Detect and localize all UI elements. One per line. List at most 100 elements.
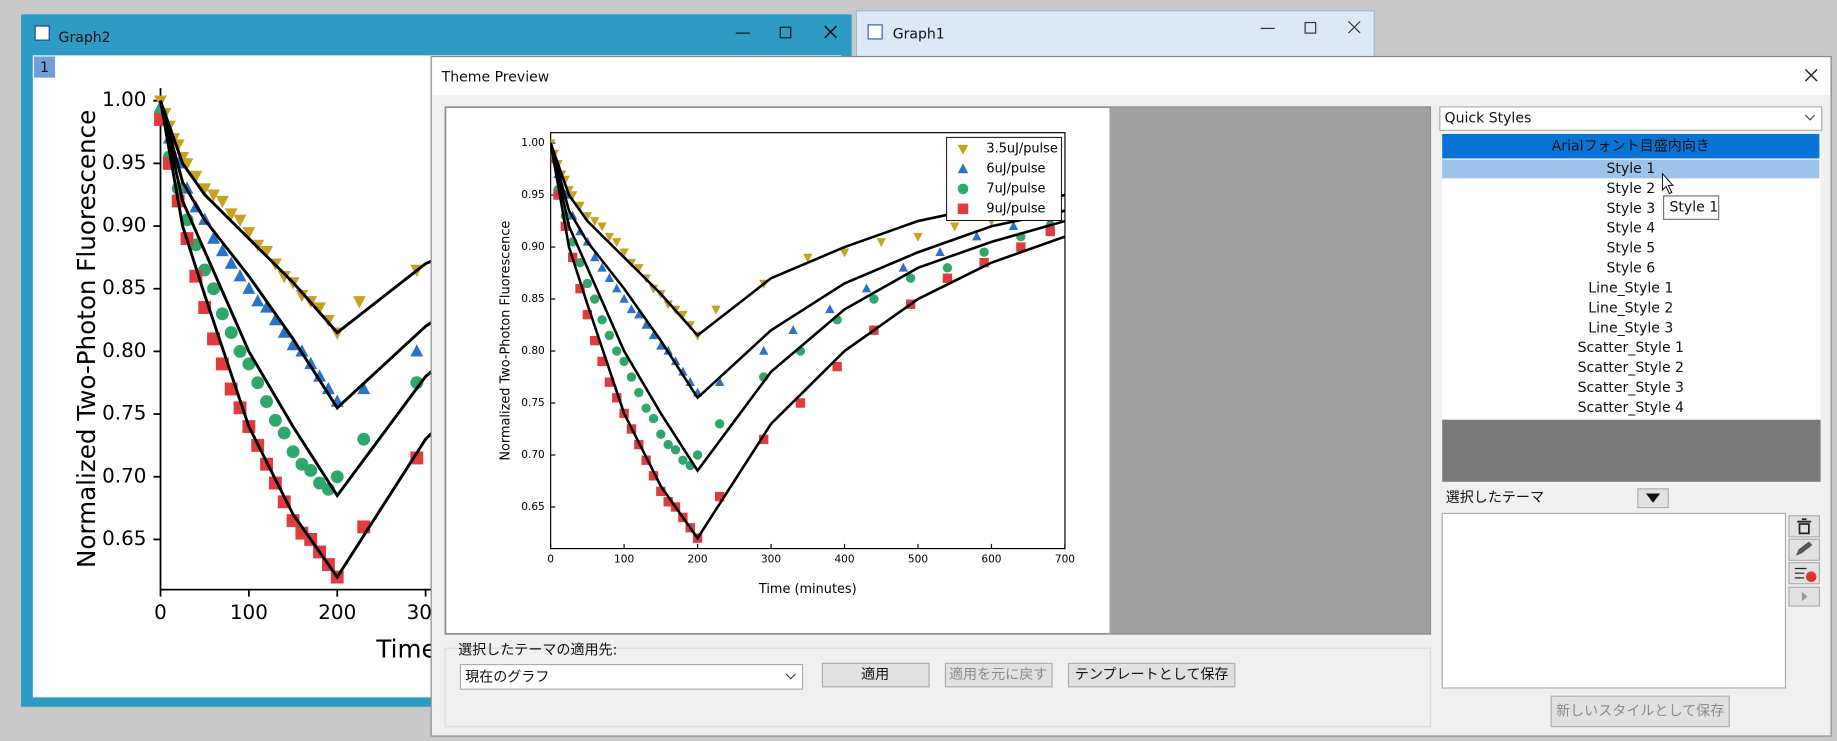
marker bbox=[277, 271, 291, 284]
remove-icon bbox=[1805, 571, 1817, 582]
style-item[interactable]: Line_Style 3 bbox=[1588, 320, 1673, 336]
y-axis-label: Normalized Two-Photon Fluorescence bbox=[72, 110, 101, 568]
style-item[interactable]: Scatter_Style 2 bbox=[1578, 360, 1684, 376]
style-item[interactable]: Style 2 bbox=[1606, 181, 1655, 197]
marker bbox=[979, 257, 989, 268]
marker bbox=[619, 293, 629, 303]
legend-label: 9uJ/pulse bbox=[986, 201, 1045, 216]
marker bbox=[663, 300, 673, 310]
marker bbox=[215, 307, 229, 321]
style-items: Style 1 Style 2 Style 3 Style 4 Style 5 Style… bbox=[1442, 159, 1820, 416]
delete-button[interactable] bbox=[1788, 515, 1821, 538]
maximize[interactable] bbox=[779, 26, 792, 39]
marker bbox=[207, 282, 220, 296]
revert-button[interactable] bbox=[944, 662, 1053, 688]
apply-target-dropdown[interactable] bbox=[459, 663, 804, 690]
y-tick-label: 0.75 bbox=[521, 397, 544, 409]
marker bbox=[260, 245, 273, 259]
close[interactable] bbox=[1348, 20, 1361, 34]
marker bbox=[663, 497, 673, 507]
marker bbox=[641, 403, 651, 413]
marker bbox=[634, 264, 644, 273]
marker bbox=[597, 222, 607, 232]
marker bbox=[759, 434, 769, 445]
style-list-empty bbox=[1442, 419, 1821, 482]
x-axis-label: Time (minutes) bbox=[758, 582, 857, 597]
close[interactable] bbox=[824, 25, 838, 39]
marker bbox=[224, 208, 238, 221]
marker bbox=[832, 361, 842, 372]
style-item[interactable]: Style 6 bbox=[1606, 261, 1655, 277]
preview-chart: 0.65 0.70 0.75 0.80 0.85 0.90 0.95 1.00 0 100 200 3… bbox=[499, 132, 1075, 597]
marker bbox=[207, 332, 220, 346]
dropdown-arrow bbox=[785, 673, 796, 680]
style-item[interactable]: Style 5 bbox=[1606, 241, 1655, 257]
marker bbox=[410, 344, 424, 357]
marker bbox=[714, 419, 725, 429]
legend-marker bbox=[957, 183, 969, 195]
theme-tools bbox=[1788, 515, 1821, 607]
marker bbox=[1016, 242, 1026, 252]
marker bbox=[612, 238, 622, 248]
style-item[interactable]: Line_Style 1 bbox=[1588, 280, 1673, 296]
marker bbox=[189, 170, 203, 183]
style-item[interactable]: Scatter_Style 1 bbox=[1578, 340, 1684, 356]
marker bbox=[869, 294, 879, 304]
marker bbox=[648, 413, 659, 424]
marker bbox=[641, 319, 651, 329]
y-tick-label: 0.95 bbox=[521, 189, 544, 201]
marker bbox=[224, 256, 238, 269]
selected-theme-box[interactable] bbox=[1441, 512, 1787, 689]
marker bbox=[215, 244, 229, 257]
marker bbox=[604, 273, 615, 282]
marker bbox=[898, 262, 908, 272]
style-item[interactable]: Scatter_Style 4 bbox=[1578, 400, 1684, 416]
marker bbox=[198, 183, 212, 196]
marker bbox=[876, 238, 886, 248]
marker bbox=[656, 429, 666, 439]
layer-label: 1 bbox=[40, 60, 49, 76]
dropdown-arrow bbox=[1804, 114, 1816, 121]
style-item[interactable]: Style 3 bbox=[1606, 201, 1655, 217]
marker bbox=[295, 289, 309, 303]
marker bbox=[233, 214, 247, 227]
marker bbox=[277, 426, 291, 440]
legend-marker bbox=[957, 163, 969, 174]
save-template-button[interactable] bbox=[1067, 662, 1236, 688]
marker bbox=[648, 330, 659, 340]
marker bbox=[1045, 226, 1055, 237]
y-tick-label: 0.90 bbox=[102, 214, 146, 237]
marker bbox=[597, 356, 607, 367]
y-tick-label: 1.00 bbox=[521, 137, 544, 149]
layer-tab[interactable] bbox=[33, 56, 56, 78]
legend-marker bbox=[957, 203, 969, 215]
trash-icon bbox=[1797, 518, 1812, 535]
style-item[interactable]: Scatter_Style 3 bbox=[1578, 380, 1684, 396]
style-item[interactable]: Line_Style 2 bbox=[1588, 300, 1673, 316]
marker bbox=[626, 372, 637, 382]
y-tick-label: 0.65 bbox=[102, 527, 146, 550]
marker bbox=[251, 376, 265, 390]
apply-to-label: 選択したテーマの適用先: bbox=[458, 642, 617, 659]
apply-button[interactable] bbox=[821, 662, 930, 688]
marker bbox=[224, 326, 238, 340]
maximize[interactable] bbox=[1304, 21, 1317, 34]
marker bbox=[1008, 221, 1019, 231]
style-item[interactable]: Style 1 bbox=[1606, 161, 1655, 177]
pencil-icon bbox=[1795, 541, 1813, 556]
marker bbox=[861, 283, 872, 293]
marker bbox=[803, 253, 813, 263]
marker bbox=[619, 248, 629, 258]
save-new-style-button[interactable] bbox=[1550, 695, 1730, 728]
save-new-style-text: 新しいスタイルとして保存 bbox=[1556, 703, 1724, 719]
marker bbox=[268, 312, 282, 326]
marker bbox=[714, 491, 725, 502]
close[interactable] bbox=[1804, 68, 1818, 82]
style-item[interactable]: Style 4 bbox=[1606, 221, 1655, 237]
marker bbox=[207, 231, 220, 244]
quick-styles-dropdown[interactable] bbox=[1439, 106, 1823, 131]
marker bbox=[242, 357, 256, 371]
legend-label: 3.5uJ/pulse bbox=[986, 142, 1057, 157]
x-tick-label: 200 bbox=[688, 554, 708, 566]
